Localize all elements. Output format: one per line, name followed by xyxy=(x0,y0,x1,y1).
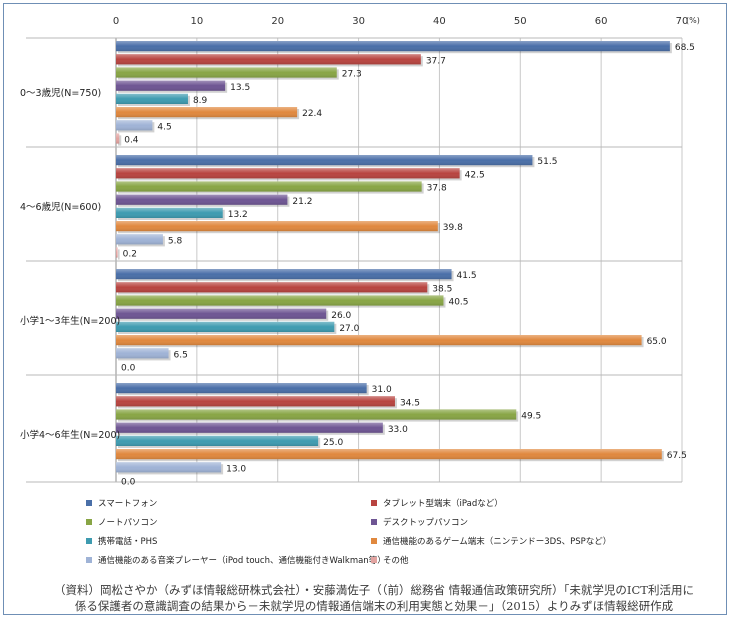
bar-highlight xyxy=(116,295,444,306)
legend-swatch xyxy=(371,500,377,506)
bar-highlight xyxy=(116,67,337,78)
data-label: 13.2 xyxy=(228,210,248,220)
bar-highlight xyxy=(116,435,319,446)
legend-swatch xyxy=(86,538,92,544)
data-label: 42.5 xyxy=(465,170,485,180)
bar-highlight xyxy=(116,120,153,131)
data-label: 40.5 xyxy=(448,298,468,308)
x-tick-label: 60 xyxy=(595,16,608,27)
legend-entry: 通信機能のあるゲーム端末（ニンテンドー3DS、PSPなど） xyxy=(383,536,611,547)
bar-highlight xyxy=(116,247,118,258)
bar-highlight xyxy=(116,396,395,407)
legend-swatch xyxy=(371,519,377,525)
data-label: 37.7 xyxy=(426,56,446,66)
legend-entry: デスクトップパソコン xyxy=(383,517,468,528)
bar-shadow xyxy=(118,249,120,260)
bar-chart: 0 10 20 30 40 50 60 70(%) 0〜3歳児(N=750) 68.5 37.7 27… xyxy=(20,16,700,566)
category-label: 4〜6歳児(N=600) xyxy=(20,201,101,213)
legend-entry: タブレット型端末（iPadなど） xyxy=(383,498,503,509)
bar-highlight xyxy=(116,383,367,394)
legend-entry: その他 xyxy=(383,555,409,566)
data-label: 13.5 xyxy=(230,83,250,93)
source-note: （資料）岡松さやか（みずほ情報総研株式会社）・安藤満佐子（（前）総務省 情報通信… xyxy=(24,582,724,614)
data-label: 39.8 xyxy=(443,223,463,233)
legend-swatch xyxy=(371,557,377,563)
chart-frame: 0 10 20 30 40 50 60 70 (%) 0〜3歳児(N=750) 68.5 37.7 27… xyxy=(3,3,727,615)
x-tick-label: 20 xyxy=(271,16,284,27)
x-tick-label: 40 xyxy=(433,16,446,27)
legend-entry: スマートフォン xyxy=(98,499,157,509)
data-label: 37.8 xyxy=(427,184,447,194)
data-label: 49.5 xyxy=(521,412,541,422)
legend-swatch xyxy=(86,557,92,563)
data-label: 25.0 xyxy=(323,438,343,448)
data-label: 26.0 xyxy=(331,311,351,321)
category-label: 小学1〜3年生(N=200) xyxy=(20,315,120,327)
data-label: 13.0 xyxy=(226,464,246,474)
legend-entry: 携帯電話・PHS xyxy=(98,536,157,547)
bar-highlight xyxy=(116,462,222,473)
legend-swatch xyxy=(86,500,92,506)
bar-highlight xyxy=(116,155,533,166)
data-label: 65.0 xyxy=(647,337,667,347)
legend-entry: 通信機能のある音楽プレーヤー（iPod touch、通信機能付きWalkman等… xyxy=(98,555,386,566)
data-label: 67.5 xyxy=(667,451,687,461)
bar-highlight xyxy=(116,348,169,359)
bar-highlight xyxy=(116,54,421,65)
data-label: 4.5 xyxy=(157,122,171,132)
bar-highlight xyxy=(116,181,422,192)
legend-swatch xyxy=(371,538,377,544)
data-label: 68.5 xyxy=(675,43,695,53)
bar-highlight xyxy=(116,308,327,319)
data-label: 34.5 xyxy=(400,398,420,408)
x-tick-label: 70 xyxy=(676,16,689,27)
bar-highlight xyxy=(116,409,517,420)
bar-highlight xyxy=(116,234,163,245)
bar-highlight xyxy=(116,449,662,460)
bar-highlight xyxy=(116,93,188,104)
bar-highlight xyxy=(116,194,288,205)
x-tick-label: 10 xyxy=(190,16,203,27)
data-label: 0.2 xyxy=(123,250,137,260)
bar-highlight xyxy=(116,221,438,232)
data-label: 31.0 xyxy=(372,385,392,395)
x-axis-unit: (%) xyxy=(686,16,700,25)
bar-highlight xyxy=(116,41,670,52)
data-label: 41.5 xyxy=(457,271,477,281)
data-label: 0.0 xyxy=(121,478,136,488)
data-label: 8.9 xyxy=(193,96,208,106)
data-label: 51.5 xyxy=(537,157,557,167)
data-label: 27.3 xyxy=(342,70,362,80)
data-label: 21.2 xyxy=(292,197,312,207)
bar-shadow xyxy=(118,135,122,146)
data-label: 0.0 xyxy=(121,364,136,374)
data-label: 6.5 xyxy=(174,350,188,360)
x-tick-label: 50 xyxy=(514,16,527,27)
bar-highlight xyxy=(116,168,460,179)
source-line-2: 係る保護者の意識調査の結果から－未就学児の情報通信端末の利用実態と効果－」（20… xyxy=(74,599,674,613)
bar-highlight xyxy=(116,269,452,280)
bar-highlight xyxy=(116,422,383,433)
bar-highlight xyxy=(116,207,223,218)
data-label: 22.4 xyxy=(302,109,322,119)
data-label: 33.0 xyxy=(388,425,408,435)
bar-highlight xyxy=(116,282,428,293)
data-label: 38.5 xyxy=(432,284,452,294)
bar-highlight xyxy=(116,335,642,346)
data-label: 27.0 xyxy=(339,324,359,334)
x-tick-label: 0 xyxy=(113,16,119,27)
category-label: 小学4〜6年生(N=200) xyxy=(20,429,120,441)
category-label: 0〜3歳児(N=750) xyxy=(20,87,101,99)
x-tick-label: 30 xyxy=(352,16,365,27)
bar-highlight xyxy=(116,321,335,332)
legend-swatch xyxy=(86,519,92,525)
legend-entry: ノートパソコン xyxy=(98,518,158,528)
data-label: 0.4 xyxy=(124,136,139,146)
data-label: 5.8 xyxy=(168,236,183,246)
source-line-1: （資料）岡松さやか（みずほ情報総研株式会社）・安藤満佐子（（前）総務省 情報通信… xyxy=(54,583,694,597)
bar-highlight xyxy=(116,107,298,118)
bar-highlight xyxy=(116,80,226,91)
bar-highlight xyxy=(116,133,120,144)
